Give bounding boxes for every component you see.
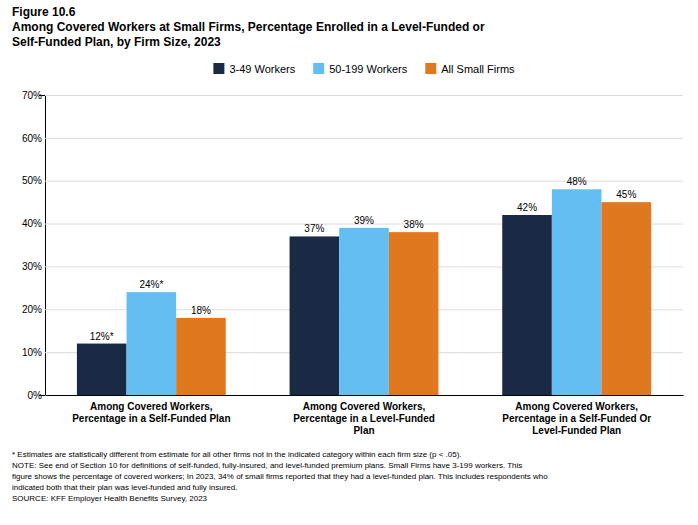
legend-swatch xyxy=(213,63,224,74)
y-tick-label: 10% xyxy=(22,347,42,358)
y-tick-label: 50% xyxy=(22,175,42,186)
legend-label: All Small Firms xyxy=(441,63,515,75)
y-tick: 60% xyxy=(22,133,683,144)
legend-item: 50-199 Workers xyxy=(313,63,408,75)
grid-line xyxy=(45,181,683,182)
bar xyxy=(601,202,651,395)
x-tick-label: Among Covered Workers,Percentage in a Se… xyxy=(72,401,230,424)
x-tick-label-line: Level-Funded Plan xyxy=(532,425,621,436)
bar xyxy=(176,318,226,395)
x-axis-line xyxy=(46,395,684,396)
y-tick-label: 60% xyxy=(22,133,42,144)
data-label: 39% xyxy=(354,215,374,226)
y-tick-label: 30% xyxy=(22,261,42,272)
grid-line xyxy=(45,95,683,96)
data-label: 38% xyxy=(404,219,424,230)
x-tick-label-line: Among Covered Workers, xyxy=(515,401,638,412)
x-tick-label-line: Plan xyxy=(353,425,374,436)
legend-item: All Small Firms xyxy=(425,63,515,75)
x-tick-label-line: Percentage in a Level-Funded xyxy=(293,413,435,424)
x-tick: Among Covered Workers,Percentage in a Se… xyxy=(502,395,651,436)
bar xyxy=(77,344,127,395)
data-label: 37% xyxy=(304,223,324,234)
bars xyxy=(77,189,651,395)
chart: Figure 10.6Among Covered Workers at Smal… xyxy=(0,0,698,525)
bar xyxy=(552,189,602,395)
footnote: * Estimates are statistically different … xyxy=(12,450,462,459)
title: Figure 10.6Among Covered Workers at Smal… xyxy=(12,5,485,49)
bar xyxy=(127,292,177,395)
data-label: 12%* xyxy=(90,331,114,342)
x-axis: Among Covered Workers,Percentage in a Se… xyxy=(46,395,684,436)
grid-line xyxy=(45,138,683,139)
y-tick-label: 20% xyxy=(22,304,42,315)
footnote: NOTE: See end of Section 10 for definiti… xyxy=(12,461,522,470)
y-tick: 50% xyxy=(22,175,683,186)
x-tick-label-line: Percentage in a Self-Funded Plan xyxy=(72,413,230,424)
series xyxy=(176,202,651,395)
series xyxy=(77,215,552,395)
series xyxy=(127,189,602,395)
x-tick-label: Among Covered Workers,Percentage in a Se… xyxy=(502,401,651,436)
y-tick-label: 40% xyxy=(22,218,42,229)
x-tick-label-line: Among Covered Workers, xyxy=(303,401,426,412)
grid-line xyxy=(45,395,683,396)
legend-item: 3-49 Workers xyxy=(213,63,295,75)
footnote: SOURCE: KFF Employer Health Benefits Sur… xyxy=(12,494,208,503)
title-line: Self-Funded Plan, by Firm Size, 2023 xyxy=(12,35,221,49)
y-axis: 0% 10% 20% 30% 40% 50% 60% 70% xyxy=(22,90,683,401)
legend: 3-49 Workers 50-199 Workers All Small Firm… xyxy=(213,63,515,75)
data-labels: 12%* 37% 42% 24%* 39% 48% 18% 38% 45% xyxy=(90,176,637,341)
footnote: indicated both that their plan was level… xyxy=(12,483,237,492)
y-tick-label: 70% xyxy=(22,90,42,101)
y-tick: 70% xyxy=(22,90,683,101)
bar xyxy=(389,232,439,395)
data-label: 45% xyxy=(616,189,636,200)
legend-swatch xyxy=(313,63,324,74)
footnotes: * Estimates are statistically different … xyxy=(12,450,548,503)
x-tick-label-line: Percentage in a Self-Funded Or xyxy=(502,413,651,424)
data-label: 18% xyxy=(191,305,211,316)
bar xyxy=(290,236,340,395)
legend-swatch xyxy=(425,63,436,74)
x-tick-label: Among Covered Workers,Percentage in a Le… xyxy=(293,401,435,436)
data-label: 24%* xyxy=(139,279,163,290)
data-label: 48% xyxy=(567,176,587,187)
x-tick: Among Covered Workers,Percentage in a Se… xyxy=(72,395,230,424)
plot: 0% 10% 20% 30% 40% 50% 60% 70% Among Covered Wor… xyxy=(22,90,684,436)
data-label: 42% xyxy=(517,202,537,213)
x-tick: Among Covered Workers,Percentage in a Le… xyxy=(293,395,435,436)
footnote: figure shows the percentage of covered w… xyxy=(12,472,548,481)
legend-label: 3-49 Workers xyxy=(229,63,295,75)
x-tick-label-line: Among Covered Workers, xyxy=(90,401,213,412)
title-line: Among Covered Workers at Small Firms, Pe… xyxy=(12,20,485,34)
bar xyxy=(339,228,389,395)
title-line: Figure 10.6 xyxy=(12,5,76,19)
bar xyxy=(502,215,552,395)
y-tick-label: 0% xyxy=(28,390,43,401)
legend-label: 50-199 Workers xyxy=(329,63,408,75)
